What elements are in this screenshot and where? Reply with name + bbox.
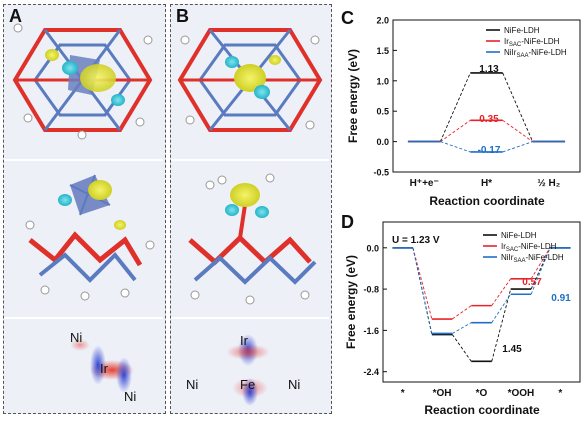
energy-connector — [451, 334, 472, 362]
energy-connector — [491, 288, 512, 362]
x-tick-label: * — [401, 388, 405, 399]
energy-connector — [502, 119, 533, 142]
panel-d-letter: D — [341, 212, 354, 232]
y-tick-label: -2.4 — [363, 367, 379, 377]
y-tick-label: 1.5 — [376, 46, 389, 56]
panel-a-label-ir: Ir — [100, 361, 108, 376]
x-tick-label: * — [558, 388, 562, 399]
y-tick-label: -0.8 — [363, 285, 379, 295]
panel-a-letter: A — [9, 6, 22, 26]
data-label: 1.13 — [479, 64, 499, 75]
data-label: -0.17 — [478, 145, 501, 156]
energy-connector — [412, 247, 433, 334]
panel-a-label-ni-2: Ni — [124, 389, 137, 404]
energy-connector — [412, 247, 433, 320]
chart-c-plot-area — [392, 19, 581, 173]
chart-d-xlabel: Reaction coordinate — [424, 403, 540, 417]
chart-d-y-axis: -2.4 -1.6 -0.8 0.0 — [363, 243, 387, 377]
legend-label: IrSAC-NiFe-LDH — [504, 37, 560, 48]
energy-connector — [440, 141, 471, 153]
panel-b-label-ni-2: Ni — [288, 377, 301, 392]
data-label: 0.57 — [522, 277, 542, 288]
x-tick-label: *OOH — [508, 388, 535, 399]
energy-connector — [440, 119, 471, 142]
chart-c-xlabel: Reaction coordinate — [429, 194, 545, 208]
x-tick-label: *OH — [433, 388, 452, 399]
data-label: 0.35 — [479, 114, 499, 125]
energy-connector — [502, 72, 534, 142]
y-tick-label: 2.0 — [376, 16, 389, 26]
legend-label: NiFe-LDH — [501, 231, 537, 240]
y-tick-label: 0.5 — [376, 107, 389, 117]
energy-connector — [502, 141, 533, 153]
x-tick-label: H⁺+e⁻ — [410, 178, 439, 189]
energy-connector — [452, 305, 472, 320]
panel-c-letter: C — [341, 8, 354, 28]
y-tick-label: 0.0 — [366, 243, 379, 253]
y-tick-label: 0.0 — [376, 137, 389, 147]
chart-c-series: 1.13 0.35 -0.17 — [407, 64, 566, 156]
energy-connector — [530, 247, 551, 295]
y-tick-label: -1.6 — [363, 326, 379, 336]
legend-label: NiIrSAA-NiFe-LDH — [504, 48, 567, 59]
y-tick-label: -0.5 — [373, 168, 389, 178]
x-tick-label: *O — [476, 388, 488, 399]
energy-connector — [491, 294, 512, 323]
chart-d-annotation: U = 1.23 V — [392, 235, 440, 246]
chart-d-x-axis: * *OH *O *OOH * — [401, 388, 563, 399]
legend-label: NiFe-LDH — [504, 26, 540, 35]
chart-d-plot-area — [382, 221, 581, 383]
x-tick-label: ½ H₂ — [537, 178, 560, 189]
chart-c-x-axis: H⁺+e⁻ H* ½ H₂ — [410, 178, 561, 189]
panel-b-letter: B — [176, 6, 189, 26]
y-tick-label: 1.0 — [376, 76, 389, 86]
energy-connector — [452, 322, 472, 334]
chart-c-y-axis: -0.5 0.0 0.5 1.0 1.5 2.0 — [373, 16, 397, 178]
energy-connector — [439, 72, 471, 142]
chart-d-ylabel: Free energy (eV) — [344, 255, 358, 349]
panel-b-label-ir: Ir — [240, 333, 248, 348]
legend-label: NiIrSAA-NiFe-LDH — [501, 253, 564, 264]
energy-connector — [491, 278, 512, 306]
energy-connector — [530, 247, 551, 280]
data-label: 0.91 — [551, 293, 571, 304]
chart-c-ylabel: Free energy (eV) — [346, 49, 360, 143]
panel-b-label-fe: Fe — [240, 377, 256, 392]
legend-label: IrSAC-NiFe-LDH — [501, 242, 557, 253]
panel-b-label-ni-1: Ni — [186, 377, 199, 392]
panel-a-label-ni-1: Ni — [70, 330, 83, 345]
chart-d-series: 1.45 0.57 0.91 — [392, 247, 571, 363]
x-tick-label: H* — [481, 178, 492, 189]
data-label: 1.45 — [502, 344, 522, 355]
